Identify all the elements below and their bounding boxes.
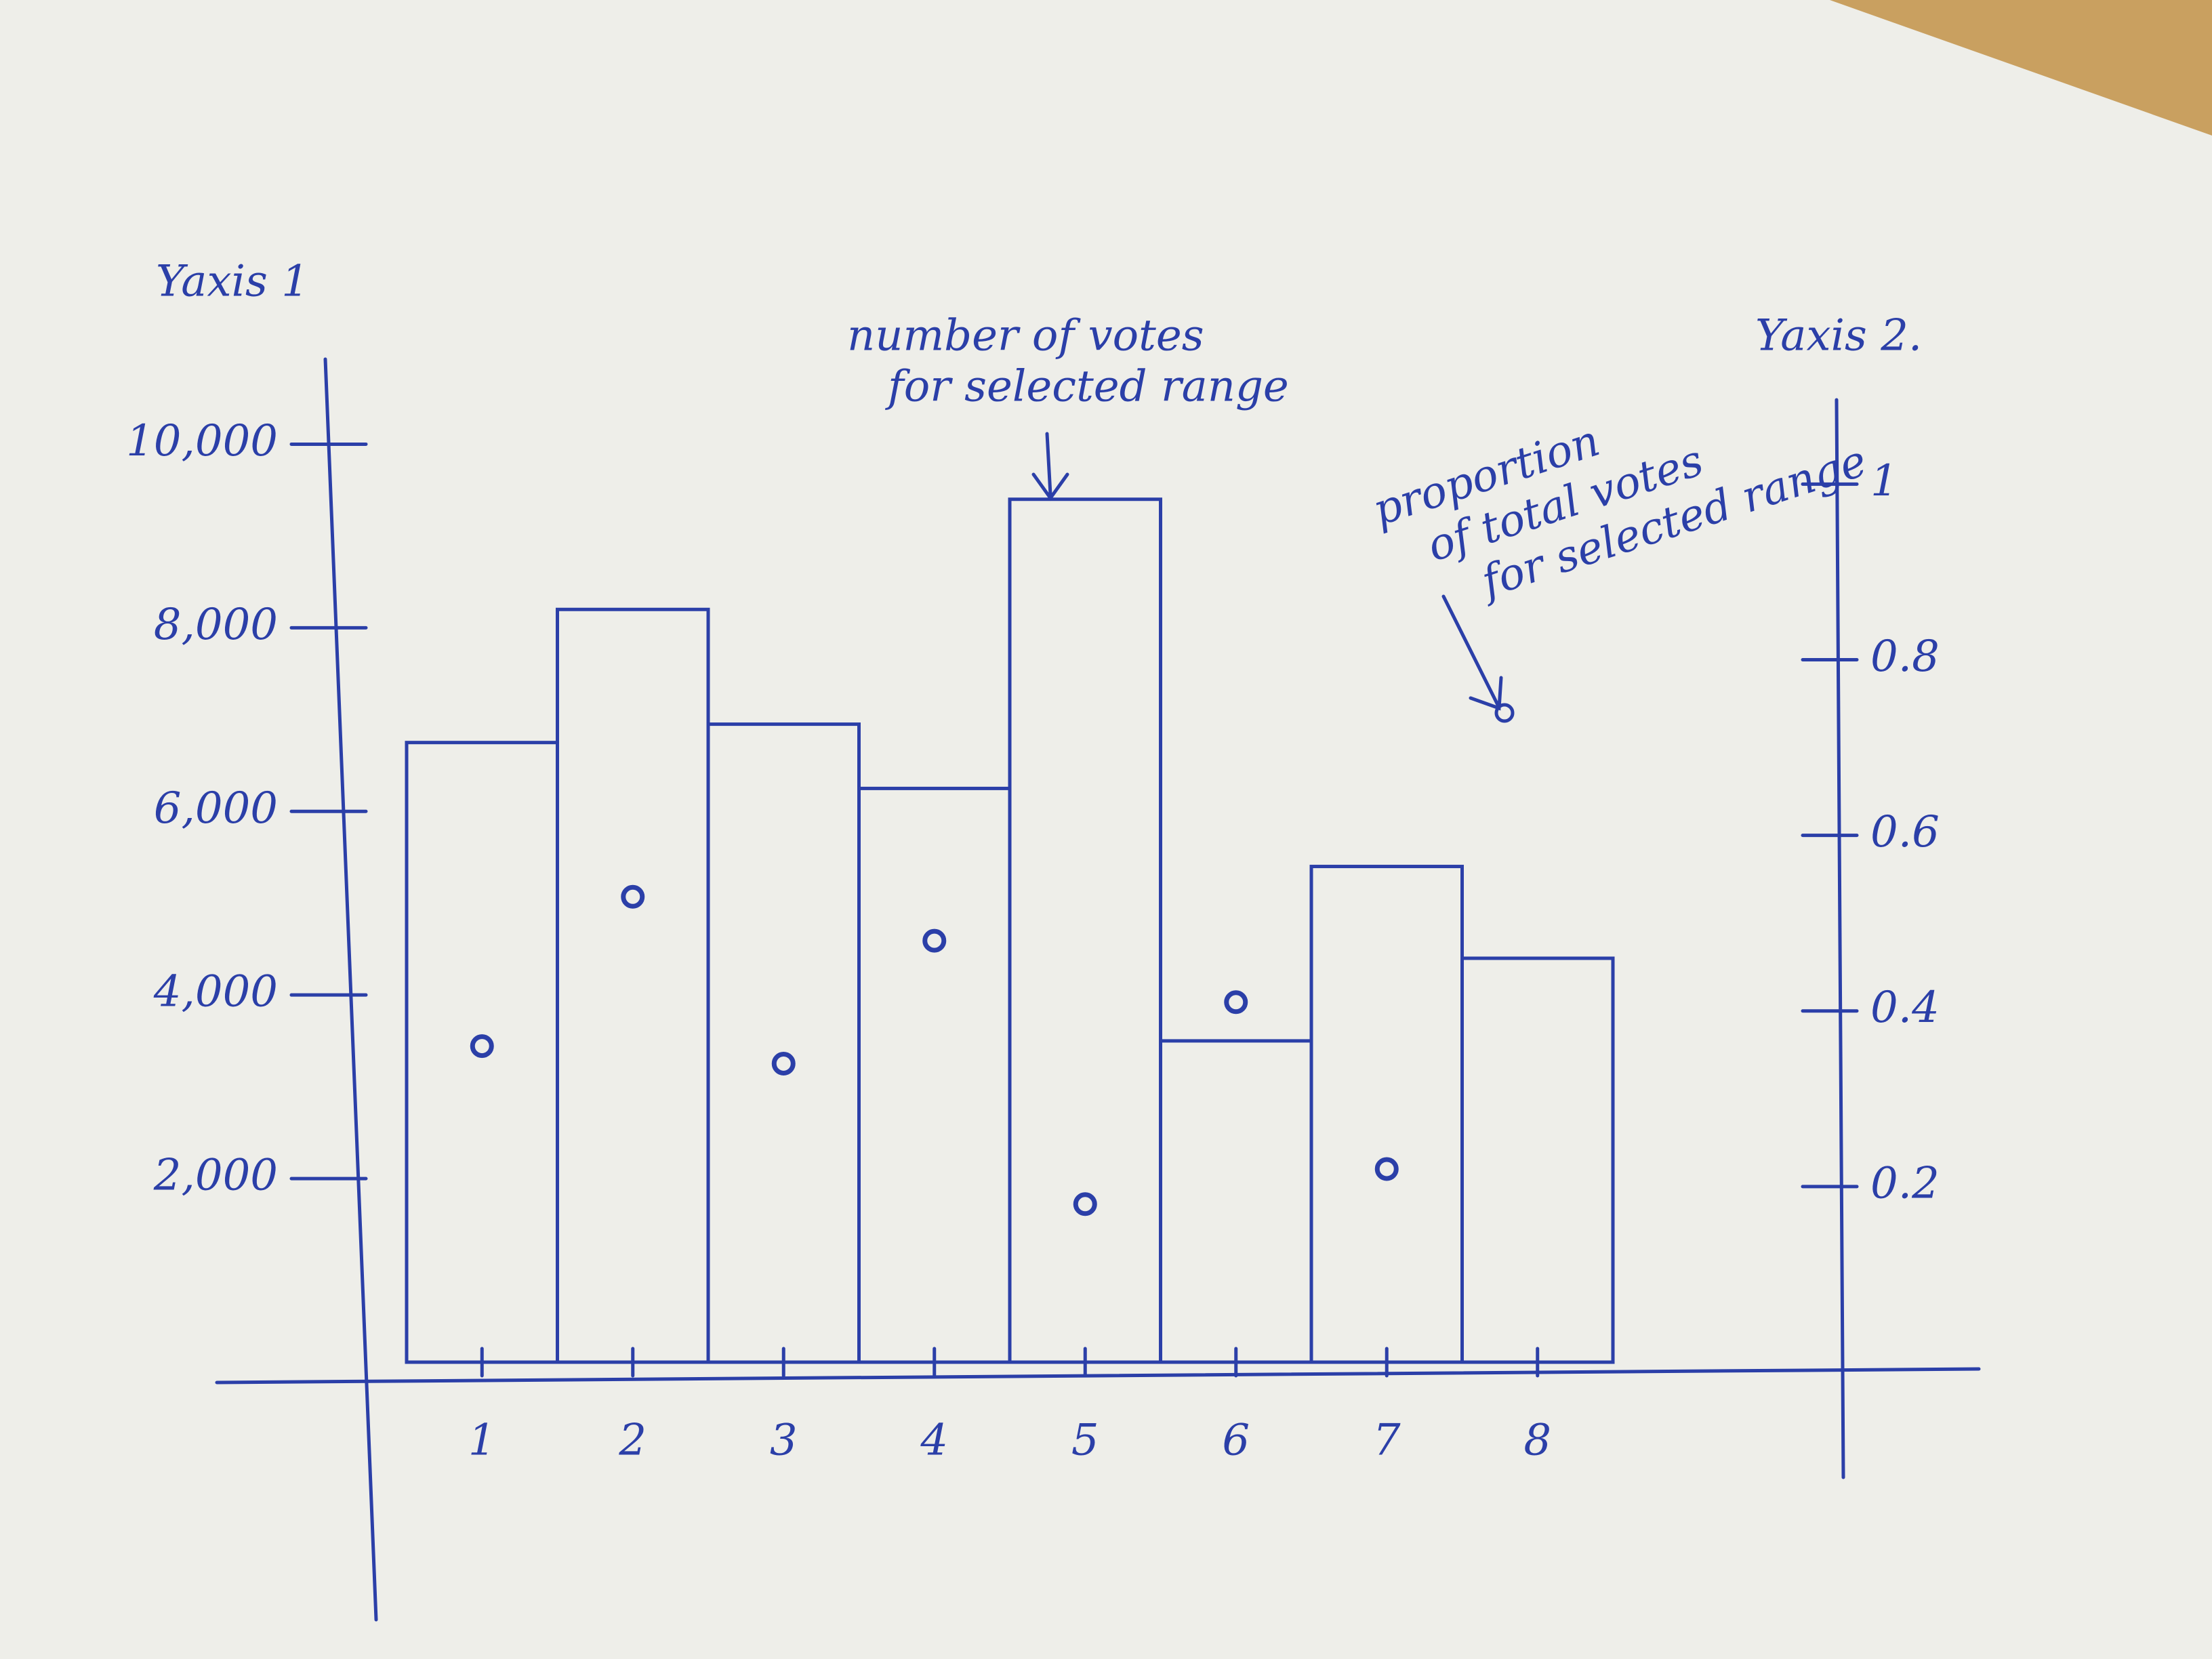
y-tick-label: 6,000 (154, 783, 278, 834)
y-tick-label: 10,000 (126, 416, 278, 466)
x-tick-label: 8 (1523, 1416, 1551, 1466)
y-tick-label: 8,000 (154, 600, 278, 650)
table-edge (1830, 0, 2212, 136)
y2-tick-label: 0.8 (1870, 632, 1940, 682)
x-tick-label: 7 (1373, 1416, 1401, 1466)
x-tick-label: 1 (468, 1416, 496, 1466)
x-tick-label: 5 (1071, 1416, 1099, 1466)
y-axis (323, 357, 378, 1622)
point (1073, 1192, 1097, 1216)
point (1374, 1157, 1399, 1181)
y-tick-label: 2,000 (153, 1151, 278, 1201)
legend-marker (1494, 703, 1515, 723)
y2-axis-label: Yaxis 2. (1755, 311, 1922, 361)
y-axis-label: Yaxis 1 (156, 257, 309, 307)
point (771, 1051, 796, 1076)
y-tick-label: 4,000 (153, 967, 278, 1017)
point (621, 884, 645, 909)
y2-tick-label: 0.6 (1870, 807, 1940, 857)
y2-tick-label: 0.2 (1870, 1158, 1940, 1208)
x-tick-label: 6 (1222, 1416, 1250, 1466)
x-tick-label: 3 (770, 1416, 798, 1466)
y2-tick-label: 0.4 (1870, 983, 1940, 1033)
x-tick-label: 2 (618, 1416, 647, 1466)
point (922, 928, 947, 953)
annotation-line: for selected range (885, 362, 1289, 412)
bar (1460, 956, 1615, 1364)
bar (1008, 497, 1162, 1364)
annotation-line: number of votes (847, 311, 1204, 361)
x-axis (215, 1367, 1981, 1385)
y2-axis (1835, 398, 1845, 1479)
point (470, 1034, 494, 1059)
point (1224, 990, 1248, 1015)
y2-tick-label: 1 (1870, 456, 1898, 506)
x-tick-label: 4 (920, 1416, 948, 1466)
